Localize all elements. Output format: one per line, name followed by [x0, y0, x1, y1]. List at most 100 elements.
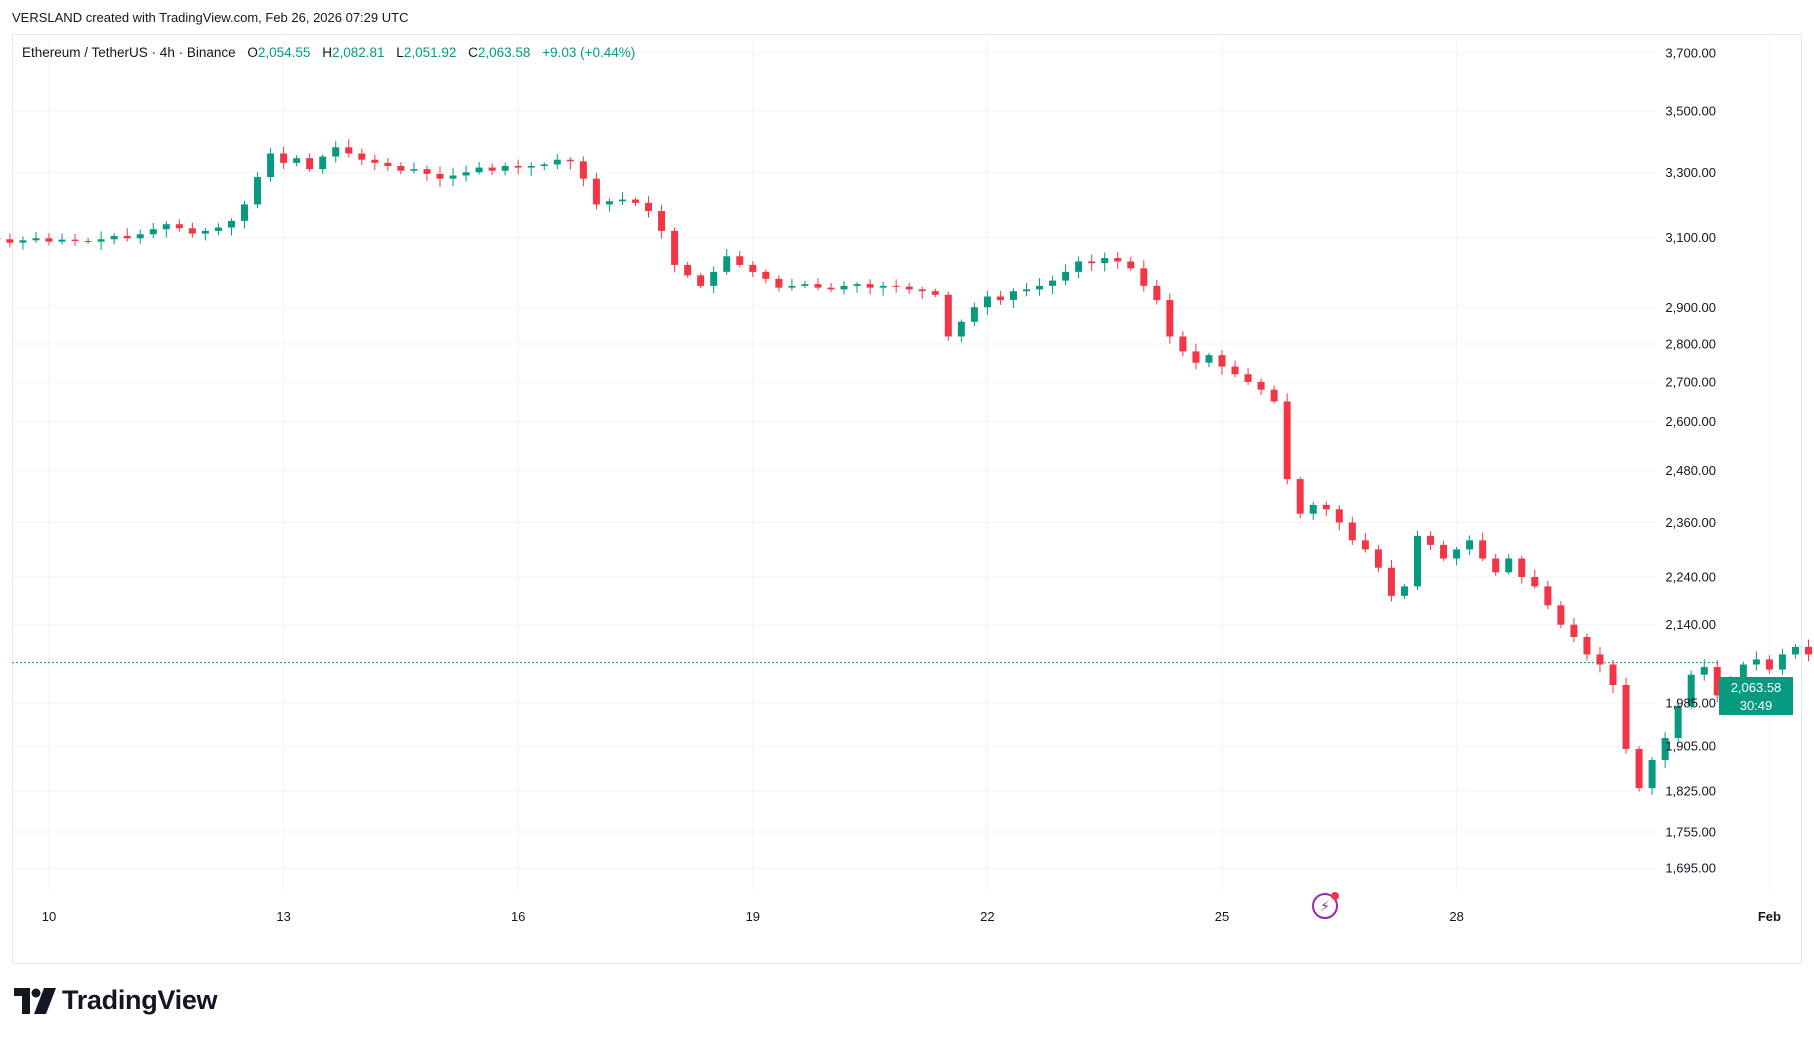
candle-body	[553, 159, 561, 165]
candle-body	[6, 239, 14, 243]
candle-body	[1492, 558, 1500, 573]
candle-body	[280, 153, 288, 163]
candle-body	[1635, 748, 1643, 789]
lightning-icon[interactable]: ⚡	[1312, 892, 1339, 919]
candle-body	[827, 287, 835, 290]
candle-body	[19, 240, 27, 243]
candle-body	[684, 264, 692, 276]
candle-body	[527, 165, 535, 168]
candle-body	[1140, 268, 1148, 286]
candle-body	[892, 285, 900, 287]
candle-body	[879, 285, 887, 288]
price-tick-label: 2,360.00	[1665, 515, 1716, 530]
candle-body	[110, 235, 118, 240]
candle-body	[866, 284, 874, 288]
time-tick-label: 25	[1215, 909, 1229, 924]
candle-body	[1205, 355, 1213, 363]
price-tick-label: 2,600.00	[1665, 414, 1716, 429]
candle-body	[970, 307, 978, 322]
candle-body	[1414, 535, 1421, 587]
candle-body	[1791, 646, 1799, 655]
candle-body	[1805, 646, 1812, 655]
candle-body	[1531, 577, 1539, 587]
candle-body	[1544, 586, 1552, 606]
candle-body	[762, 271, 770, 279]
candle-body	[371, 159, 379, 163]
chart-frame	[12, 34, 1802, 964]
candle-body	[1648, 760, 1656, 789]
time-tick-label: 28	[1449, 909, 1463, 924]
candle-body	[1023, 289, 1030, 292]
candle-body	[1505, 558, 1513, 573]
candle-body	[306, 158, 314, 170]
candle-body	[1075, 261, 1083, 272]
candle-body	[1153, 285, 1161, 301]
chart-grid	[12, 36, 1770, 890]
candle-body	[1049, 280, 1057, 286]
candle-body	[1127, 261, 1135, 269]
candle-body	[136, 234, 144, 239]
candle-body	[918, 289, 926, 292]
high-value: 2,082.81	[331, 45, 385, 60]
candle-body	[1674, 705, 1682, 739]
candle-body	[1062, 271, 1070, 281]
candle-body	[201, 230, 209, 234]
time-tick-label: 16	[511, 909, 525, 924]
candle-body	[1609, 664, 1617, 685]
price-tick-label: 2,800.00	[1665, 336, 1716, 351]
candle-body	[1596, 654, 1604, 665]
candle-body	[723, 256, 731, 272]
candle-body	[1570, 624, 1578, 637]
candle-body	[1518, 558, 1526, 578]
candle-body	[462, 172, 470, 176]
candle-body	[1583, 636, 1591, 655]
candle-body	[241, 204, 248, 221]
candle-body	[188, 228, 196, 234]
time-tick-label: 22	[980, 909, 994, 924]
candle-body	[410, 169, 418, 171]
time-axis: 10131619222528Feb47101316192225Mar4710	[42, 909, 1781, 924]
price-tick-label: 2,480.00	[1665, 463, 1716, 478]
candle-body	[658, 210, 666, 231]
candle-body	[697, 275, 705, 286]
candle-body	[1557, 605, 1565, 625]
chart-credit: VERSLAND created with TradingView.com, F…	[12, 10, 409, 25]
candle-body	[1335, 509, 1343, 523]
candle-body	[579, 161, 587, 179]
candle-body	[1257, 381, 1265, 390]
candle-body	[449, 175, 457, 179]
candle-body	[592, 178, 600, 205]
candle-body	[514, 165, 522, 168]
candle-body	[149, 229, 157, 235]
candle-body	[957, 321, 965, 337]
candle-body	[840, 285, 848, 290]
symbol-label: Ethereum / TetherUS · 4h · Binance	[22, 45, 236, 60]
candle-body	[540, 164, 548, 166]
price-tick-label: 3,300.00	[1665, 165, 1716, 180]
candle-body	[501, 165, 509, 171]
candle-body	[175, 224, 183, 229]
candle-body	[996, 296, 1004, 301]
candle-body	[1440, 544, 1448, 559]
last-price-value: 2,063.58	[1730, 680, 1782, 695]
candle-body	[227, 220, 235, 228]
candle-body	[1192, 351, 1200, 363]
price-tick-label: 1,985.00	[1665, 696, 1716, 711]
candle-body	[332, 147, 340, 157]
candle-body	[384, 162, 392, 166]
candle-body	[788, 285, 796, 288]
price-tick-label: 3,100.00	[1665, 230, 1716, 245]
candle-body	[1296, 479, 1304, 514]
candle-body	[1466, 540, 1474, 550]
time-tick-label: Feb	[1758, 909, 1781, 924]
time-tick-label: 19	[746, 909, 760, 924]
candle-body	[1348, 522, 1356, 541]
time-tick-label: 13	[276, 909, 290, 924]
notification-dot	[1331, 892, 1339, 900]
candle-body	[566, 159, 574, 162]
candle-body	[71, 239, 79, 241]
candle-body	[488, 167, 496, 171]
price-tick-label: 1,825.00	[1665, 784, 1716, 799]
candle-body	[944, 294, 952, 337]
